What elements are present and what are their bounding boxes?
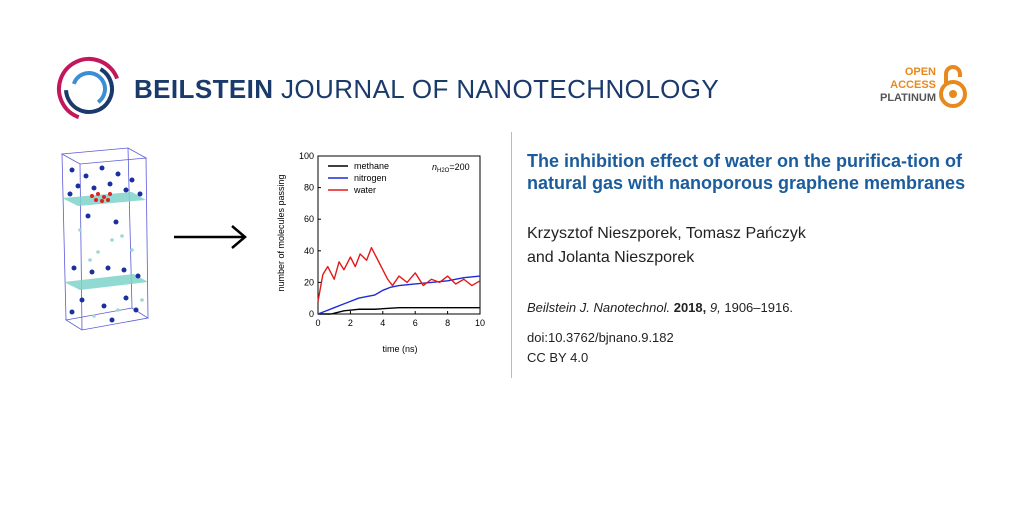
journal-title-rest: JOURNAL OF NANOTECHNOLOGY [273,74,720,104]
x-tick-label: 0 [315,318,320,328]
license[interactable]: CC BY 4.0 [527,350,589,365]
legend-label-methane: methane [354,161,389,171]
y-tick-label: 40 [304,246,314,256]
open-access-lock-icon [939,65,967,108]
citation: Beilstein J. Nanotechnol. 2018, 9, 1906–… [527,300,793,315]
citation-journal: Beilstein J. Nanotechnol. [527,300,671,315]
chart-y-axis-label: number of molecules passing [276,174,286,291]
series-line-methane [318,306,480,315]
x-tick-label: 6 [413,318,418,328]
article-title: The inhibition effect of water on the pu… [527,151,966,193]
legend-label-nitrogen: nitrogen [354,173,387,183]
x-tick-label: 4 [380,318,385,328]
y-tick-label: 20 [304,277,314,287]
journal-logo-icon [57,57,121,121]
chart-frame [317,155,481,315]
open-access-line-2: ACCESS [890,79,936,91]
y-tick-label: 0 [309,309,314,319]
article-authors: Krzysztof Nieszporek, Tomasz Pańczyk and… [527,222,977,270]
open-access-line-1: OPEN [904,66,936,78]
right-arrow-icon [174,225,247,249]
citation-pages: 1906–1916. [724,300,794,315]
series-line-water [317,246,481,302]
authors-line-2: and Jolanta Nieszporek [527,249,695,266]
open-access-badge: OPEN ACCESS PLATINUM [868,66,936,105]
citation-year: 2018, [673,300,707,315]
journal-title: BEILSTEIN JOURNAL OF NANOTECHNOLOGY [134,74,719,105]
vertical-divider [511,132,512,378]
x-tick-label: 2 [348,318,353,328]
open-access-line-3: PLATINUM [879,92,936,104]
journal-title-bold: BEILSTEIN [134,74,274,104]
doi[interactable]: doi:10.3762/bjnano.9.182 [527,330,674,345]
chart-x-axis-label: time (ns) [382,344,417,354]
legend-label-water: water [353,185,376,195]
y-tick-label: 80 [304,183,314,193]
x-tick-label: 10 [475,318,485,328]
y-tick-label: 100 [299,151,314,161]
chart-annotation: nH2O=200 [432,162,470,174]
citation-volume: 9, [709,300,721,315]
authors-line-1: Krzysztof Nieszporek, Tomasz Pańczyk [527,225,806,242]
simulation-box-image [60,147,150,331]
y-tick-label: 60 [304,214,314,224]
x-tick-label: 8 [445,318,450,328]
